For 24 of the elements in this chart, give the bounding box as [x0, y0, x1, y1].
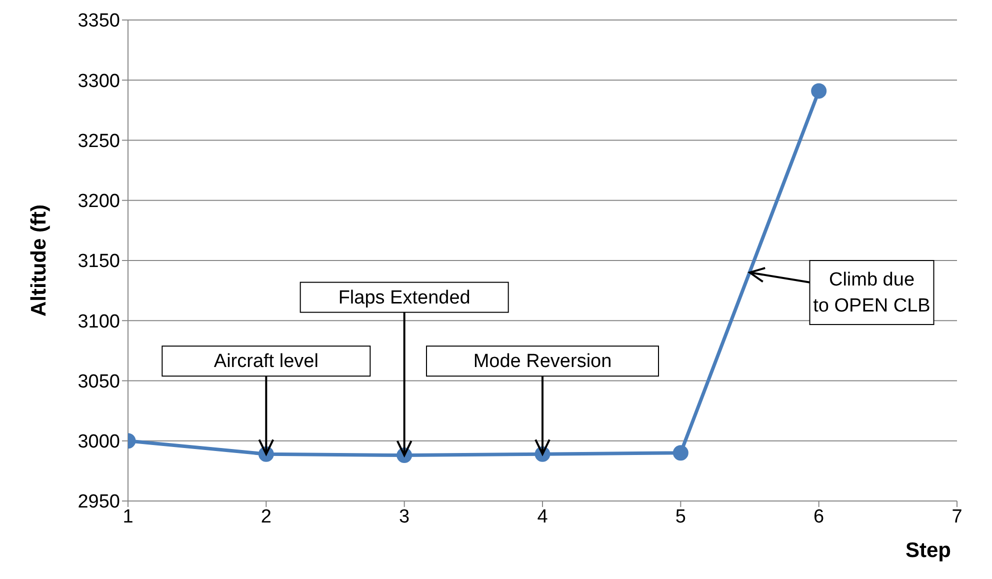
x-tick-label: 7 — [952, 506, 962, 528]
annotation: Climb due to OPEN CLB — [813, 269, 930, 316]
y-axis-title: Altitude (ft) — [27, 204, 50, 316]
x-axis-title: Step — [905, 539, 951, 562]
annotation: Flaps Extended — [338, 286, 470, 308]
y-tick-label: 3200 — [78, 191, 120, 212]
annotation: Aircraft level — [214, 350, 318, 372]
point — [811, 83, 827, 99]
x-tick-label: 4 — [537, 506, 548, 528]
x-tick-label: 3 — [399, 506, 410, 528]
x-tick-label: 2 — [260, 506, 272, 528]
y-tick-label: 3000 — [78, 432, 120, 453]
annotation: Mode Reversion — [473, 350, 612, 372]
y-tick-label: 3050 — [78, 371, 120, 392]
x-tick-label: 5 — [675, 506, 686, 528]
point — [672, 445, 688, 461]
y-tick-label: 3300 — [78, 70, 120, 92]
y-tick-label: 3100 — [78, 311, 120, 332]
x-tick-label: 1 — [122, 506, 134, 528]
y-tick-label: 3250 — [78, 130, 120, 152]
x-tick-label: 6 — [814, 506, 824, 528]
y-tick-label: 2950 — [78, 492, 120, 513]
y-tick-label: 3150 — [78, 251, 120, 272]
y-tick-label: 3350 — [78, 10, 120, 32]
